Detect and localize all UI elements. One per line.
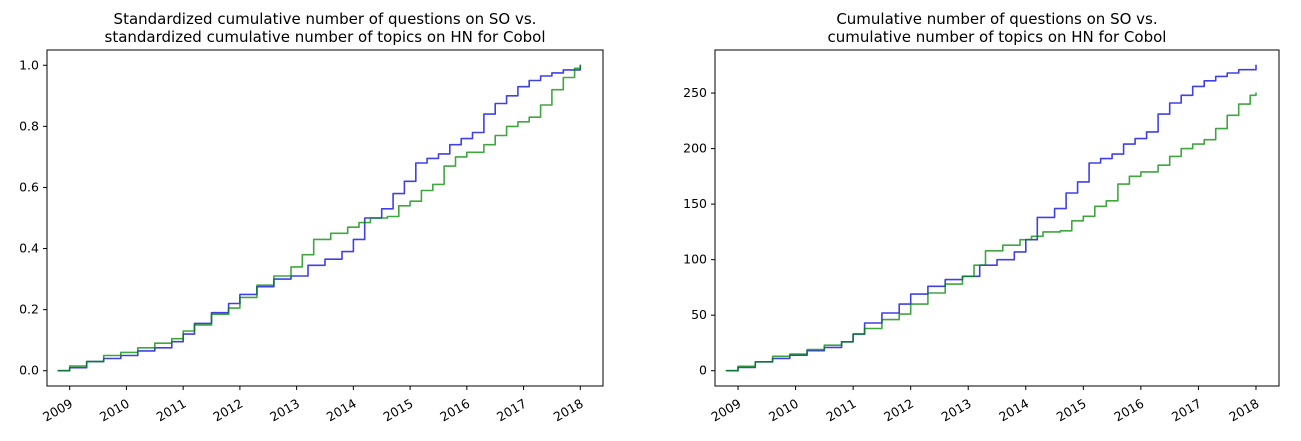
x-tick-label: 2013 xyxy=(267,396,302,425)
x-tick-label: 2009 xyxy=(40,396,75,425)
series-line-blue xyxy=(57,64,582,372)
y-tick-label: 0.2 xyxy=(19,302,39,317)
x-tick-label: 2017 xyxy=(1169,396,1204,425)
series-line-green xyxy=(57,64,582,372)
x-tick-label: 2011 xyxy=(154,396,189,425)
y-tick-label: 200 xyxy=(683,141,707,156)
chart-title-line: cumulative number of topics on HN for Co… xyxy=(828,28,1167,46)
axes-frame xyxy=(714,49,1280,387)
chart-standardized: Standardized cumulative number of questi… xyxy=(19,10,604,425)
x-tick-label: 2010 xyxy=(766,396,801,425)
x-tick-label: 2018 xyxy=(1226,396,1261,425)
axes-frame xyxy=(46,49,604,387)
y-tick-label: 250 xyxy=(683,85,707,100)
x-tick-label: 2010 xyxy=(97,396,132,425)
y-tick-label: 50 xyxy=(691,307,707,322)
chart-cumulative: Cumulative number of questions on SO vs.… xyxy=(683,10,1280,425)
y-tick-label: 1.0 xyxy=(19,57,39,72)
x-tick-label: 2017 xyxy=(494,396,529,425)
y-tick-label: 0.8 xyxy=(19,118,39,133)
chart-title-line: standardized cumulative number of topics… xyxy=(105,28,546,46)
y-tick-label: 0.4 xyxy=(19,241,39,256)
x-tick-label: 2012 xyxy=(210,396,245,425)
y-tick-label: 100 xyxy=(683,252,707,267)
x-tick-label: 2015 xyxy=(381,396,416,425)
y-tick-label: 150 xyxy=(683,196,707,211)
x-tick-label: 2013 xyxy=(939,396,974,425)
x-tick-label: 2016 xyxy=(1111,396,1146,425)
x-tick-label: 2011 xyxy=(824,396,859,425)
y-tick-label: 0.0 xyxy=(19,363,39,378)
y-tick-label: 0.6 xyxy=(19,179,39,194)
series-line-green xyxy=(725,92,1257,372)
x-tick-label: 2012 xyxy=(881,396,916,425)
x-tick-label: 2014 xyxy=(996,396,1031,425)
x-tick-label: 2014 xyxy=(324,396,359,425)
y-tick-label: 0 xyxy=(699,363,707,378)
x-tick-label: 2018 xyxy=(551,396,586,425)
x-tick-label: 2016 xyxy=(437,396,472,425)
x-tick-label: 2015 xyxy=(1054,396,1089,425)
chart-title-line: Cumulative number of questions on SO vs. xyxy=(836,10,1157,28)
series-line-blue xyxy=(725,64,1257,372)
chart-title-line: Standardized cumulative number of questi… xyxy=(114,10,537,28)
x-tick-label: 2009 xyxy=(708,396,743,425)
